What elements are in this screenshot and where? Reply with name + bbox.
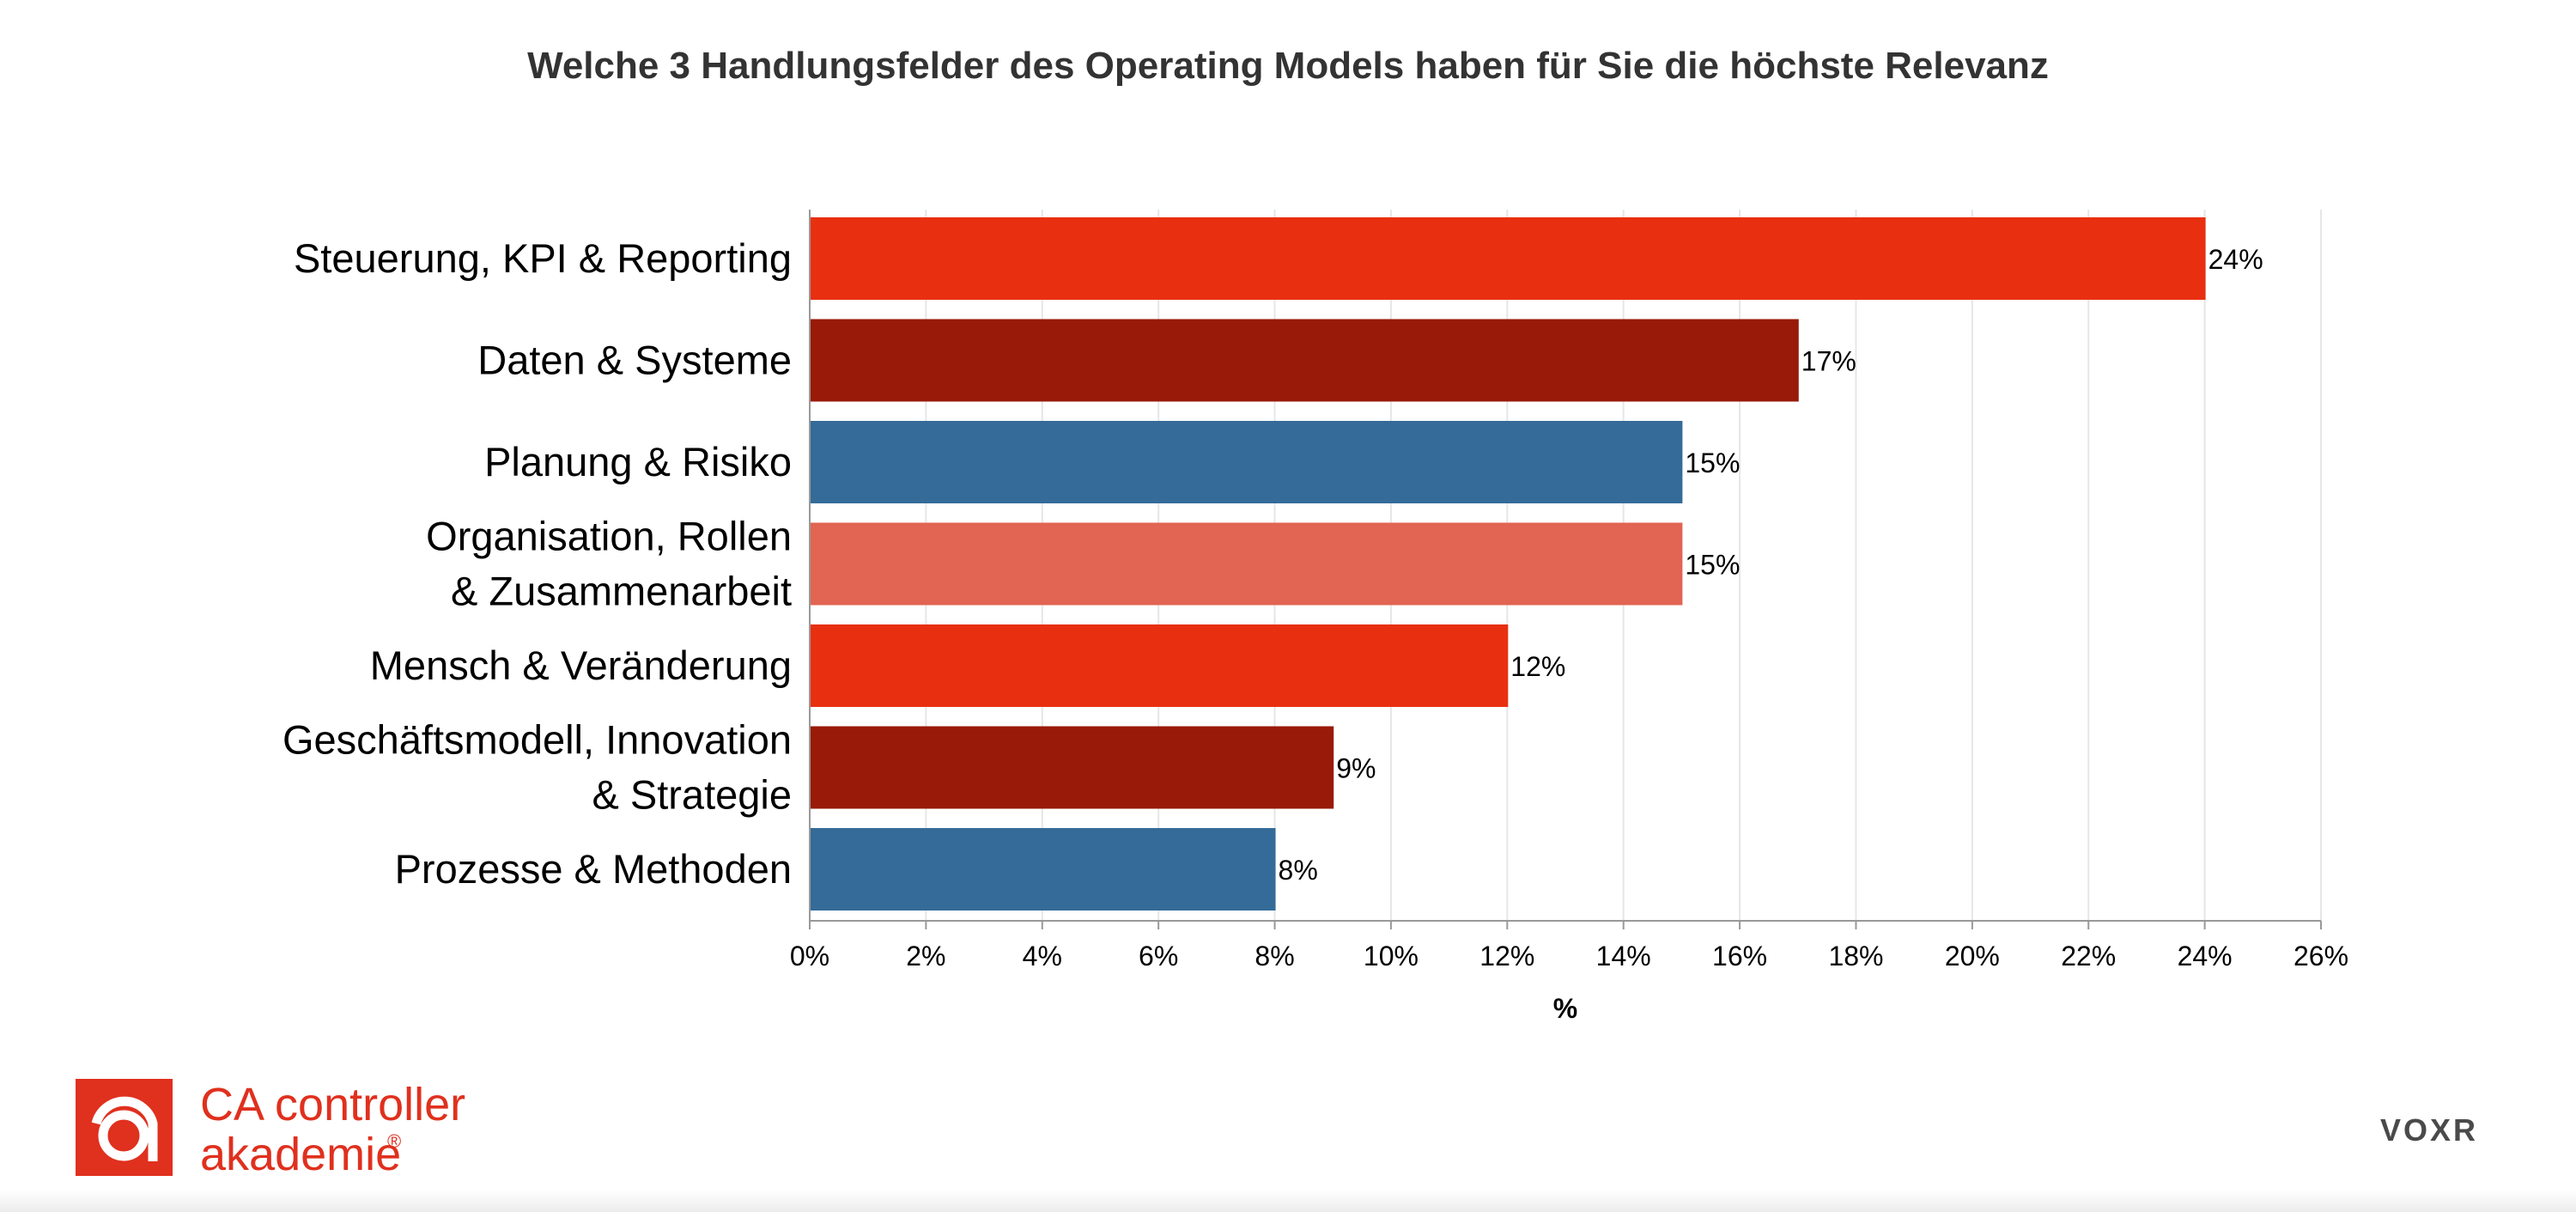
x-tick-label: 20% <box>1945 941 2000 971</box>
x-tick-label: 12% <box>1479 941 1534 971</box>
logo-a-icon <box>91 1096 158 1161</box>
category-label: Steuerung, KPI & Reporting <box>294 235 792 281</box>
axes <box>809 210 2322 929</box>
category-label: Organisation, Rollen <box>426 514 792 559</box>
category-label: Prozesse & Methoden <box>395 846 792 892</box>
x-tick-label: 14% <box>1596 941 1651 971</box>
voxr-logo: VOXR <box>2380 1113 2478 1148</box>
logo-text-line2: akademie <box>200 1129 401 1178</box>
data-label: 15% <box>1685 448 1740 478</box>
bottom-edge-shadow <box>0 1190 2576 1212</box>
registered-mark: ® <box>387 1130 401 1152</box>
category-label: Planung & Risiko <box>484 439 792 484</box>
bar <box>811 522 1683 606</box>
data-label: 9% <box>1336 753 1376 784</box>
chart-title: Welche 3 Handlungsfelder des Operating M… <box>527 45 2049 87</box>
data-label: 8% <box>1279 855 1318 886</box>
x-tick-label: 24% <box>2178 941 2233 971</box>
category-label: Geschäftsmodell, Innovation <box>283 717 792 763</box>
bars <box>811 217 2206 911</box>
ca-controller-akademie-logo: CA controller akademie ® <box>76 1079 465 1178</box>
labels: 0% 2% 4% 6% 8% 10% 12% 14% 16% 18% 20% 22% 24% 26% 24%… <box>283 235 2348 1024</box>
x-tick-label: 8% <box>1255 941 1294 971</box>
bar <box>811 421 1683 503</box>
x-axis-title: % <box>1553 993 1577 1024</box>
category-label: & Zusammenarbeit <box>451 569 792 614</box>
bar <box>811 319 1799 402</box>
bar <box>811 624 1509 707</box>
data-label: 15% <box>1685 550 1740 581</box>
data-label: 24% <box>2208 244 2263 275</box>
data-label: 17% <box>1801 346 1856 377</box>
x-tick-label: 26% <box>2293 941 2348 971</box>
logo-text-line1: CA controller <box>200 1079 465 1130</box>
category-label: Daten & Systeme <box>477 338 792 383</box>
x-tick-label: 18% <box>1828 941 1883 971</box>
voxr-logo-text: VOXR <box>2380 1113 2478 1148</box>
bar <box>811 726 1334 809</box>
x-tick-label: 22% <box>2061 941 2116 971</box>
bar <box>811 828 1276 911</box>
x-tick-label: 0% <box>790 941 829 971</box>
category-label: Mensch & Veränderung <box>370 643 792 688</box>
x-tick-label: 4% <box>1023 941 1062 971</box>
logo-icon-square <box>76 1079 173 1176</box>
x-tick-label: 6% <box>1139 941 1178 971</box>
data-label: 12% <box>1510 651 1565 682</box>
category-label: & Strategie <box>592 772 792 818</box>
x-tick-label: 2% <box>906 941 945 971</box>
x-tick-label: 16% <box>1712 941 1767 971</box>
x-tick-label: 10% <box>1364 941 1419 971</box>
bar <box>811 217 2206 300</box>
